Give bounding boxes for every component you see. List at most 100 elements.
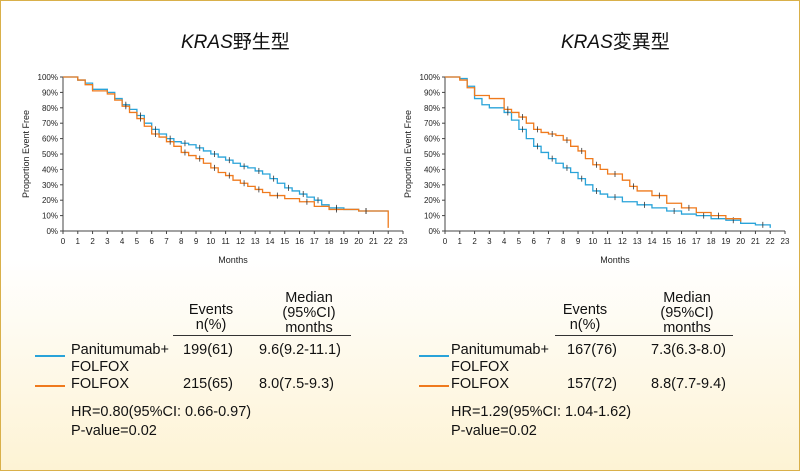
x-tick-label: 21 — [751, 237, 760, 246]
x-tick-label: 21 — [369, 237, 378, 246]
legend-swatch-panitumumab — [419, 355, 449, 357]
km-curve-series-1 — [445, 76, 742, 222]
x-tick-label: 11 — [221, 237, 230, 246]
title-type: 変異型 — [612, 32, 670, 53]
y-tick-label: 20% — [42, 196, 58, 205]
median-header: Median (95%CI) months — [269, 291, 349, 336]
y-tick-label: 40% — [42, 165, 58, 174]
x-tick-label: 14 — [266, 237, 275, 246]
chart-title-mutant: KRAS変異型 — [561, 27, 670, 54]
x-tick-label: 5 — [135, 237, 140, 246]
x-tick-label: 2 — [90, 237, 95, 246]
x-tick-label: 11 — [603, 237, 612, 246]
y-tick-label: 0% — [46, 227, 58, 236]
x-tick-label: 18 — [707, 237, 716, 246]
x-tick-label: 14 — [648, 237, 657, 246]
row-folfox-median: 8.8(7.7-9.4) — [651, 376, 726, 392]
median-header-line2: (95%CI) — [660, 305, 714, 321]
km-plot-wildtype: 0% 10% 20% 30% 40% 50% 60% 70% 80% 90% 100% 0 1 2 3 4 5 6… — [21, 73, 408, 265]
row-folfox-median: 8.0(7.5-9.3) — [259, 376, 334, 392]
row-panitumumab-name: Panitumumab+ — [451, 342, 549, 358]
y-tick-label: 10% — [424, 212, 440, 221]
y-axis-label: Proportion Event Free — [21, 110, 31, 198]
x-tick-label: 7 — [164, 237, 169, 246]
y-tick-label: 70% — [424, 119, 440, 128]
y-tick-label: 30% — [424, 181, 440, 190]
x-tick-label: 7 — [546, 237, 551, 246]
legend-swatch-panitumumab — [35, 355, 65, 357]
row-panitumumab-events: 199(61) — [183, 342, 233, 358]
events-header-line2: n(%) — [195, 317, 227, 333]
y-tick-label: 80% — [42, 104, 58, 113]
x-tick-label: 16 — [295, 237, 304, 246]
row-panitumumab-median: 7.3(6.3-8.0) — [651, 342, 726, 358]
events-header: Events n(%) — [181, 303, 241, 333]
x-tick-label: 13 — [251, 237, 260, 246]
y-tick-label: 0% — [428, 227, 440, 236]
x-tick-label: 8 — [561, 237, 566, 246]
x-tick-label: 20 — [354, 237, 363, 246]
x-tick-label: 18 — [325, 237, 334, 246]
title-gene: KRAS — [181, 32, 233, 53]
row-panitumumab-events: 167(76) — [567, 342, 617, 358]
y-tick-label: 70% — [42, 119, 58, 128]
title-type: 野生型 — [232, 32, 290, 53]
median-header-line2: (95%CI) — [282, 305, 336, 321]
y-tick-label: 90% — [42, 88, 58, 97]
x-tick-label: 17 — [310, 237, 319, 246]
x-tick-label: 17 — [692, 237, 701, 246]
km-curve-series-0 — [63, 76, 389, 212]
row-panitumumab-median: 9.6(9.2-11.1) — [259, 342, 341, 358]
x-tick-label: 23 — [781, 237, 790, 246]
median-header-line3: months — [285, 320, 333, 336]
y-tick-label: 90% — [424, 88, 440, 97]
x-tick-label: 6 — [149, 237, 154, 246]
p-value: P-value=0.02 — [71, 423, 157, 439]
title-gene: KRAS — [561, 32, 613, 53]
y-tick-label: 50% — [424, 150, 440, 159]
median-header-line3: months — [663, 320, 711, 336]
x-tick-label: 16 — [677, 237, 686, 246]
x-tick-label: 10 — [588, 237, 597, 246]
stats-table-mutant: Events n(%) Median (95%CI) months Panitu… — [415, 289, 785, 459]
row-folfox-events: 157(72) — [567, 376, 617, 392]
x-tick-label: 1 — [76, 237, 81, 246]
y-tick-label: 30% — [42, 181, 58, 190]
y-tick-label: 50% — [42, 150, 58, 159]
header-rule — [555, 335, 733, 336]
y-tick-label: 60% — [42, 135, 58, 144]
x-tick-label: 1 — [458, 237, 463, 246]
median-header: Median (95%CI) months — [647, 291, 727, 336]
x-tick-label: 10 — [206, 237, 215, 246]
row-panitumumab-name2: FOLFOX — [451, 359, 510, 375]
x-tick-label: 4 — [502, 237, 507, 246]
chart-title-wildtype: KRAS野生型 — [181, 27, 290, 54]
x-tick-label: 15 — [280, 237, 289, 246]
y-tick-label: 100% — [38, 73, 58, 82]
stats-table-wildtype: Events n(%) Median (95%CI) months Panitu… — [31, 289, 401, 459]
median-header-line1: Median — [663, 290, 711, 306]
y-tick-label: 40% — [424, 165, 440, 174]
x-tick-label: 8 — [179, 237, 184, 246]
x-tick-label: 6 — [531, 237, 536, 246]
x-tick-label: 0 — [61, 237, 66, 246]
x-tick-label: 20 — [736, 237, 745, 246]
x-tick-label: 22 — [766, 237, 775, 246]
row-panitumumab-name2: FOLFOX — [71, 359, 130, 375]
x-tick-label: 12 — [236, 237, 245, 246]
y-tick-label: 10% — [42, 212, 58, 221]
p-value: P-value=0.02 — [451, 423, 537, 439]
median-header-line1: Median — [285, 290, 333, 306]
x-tick-label: 23 — [399, 237, 408, 246]
x-tick-label: 0 — [443, 237, 448, 246]
x-tick-label: 9 — [194, 237, 199, 246]
x-tick-label: 4 — [120, 237, 125, 246]
legend-swatch-folfox — [35, 385, 65, 387]
km-plot-mutant: 0%10%20%30%40%50%60%70%80%90%100%0 1 2 3 4 5 6… — [403, 73, 790, 265]
x-tick-label: 13 — [633, 237, 642, 246]
row-folfox-name: FOLFOX — [71, 376, 130, 392]
header-rule — [173, 335, 351, 336]
km-curve-series-0 — [445, 76, 771, 228]
x-tick-label: 12 — [618, 237, 627, 246]
